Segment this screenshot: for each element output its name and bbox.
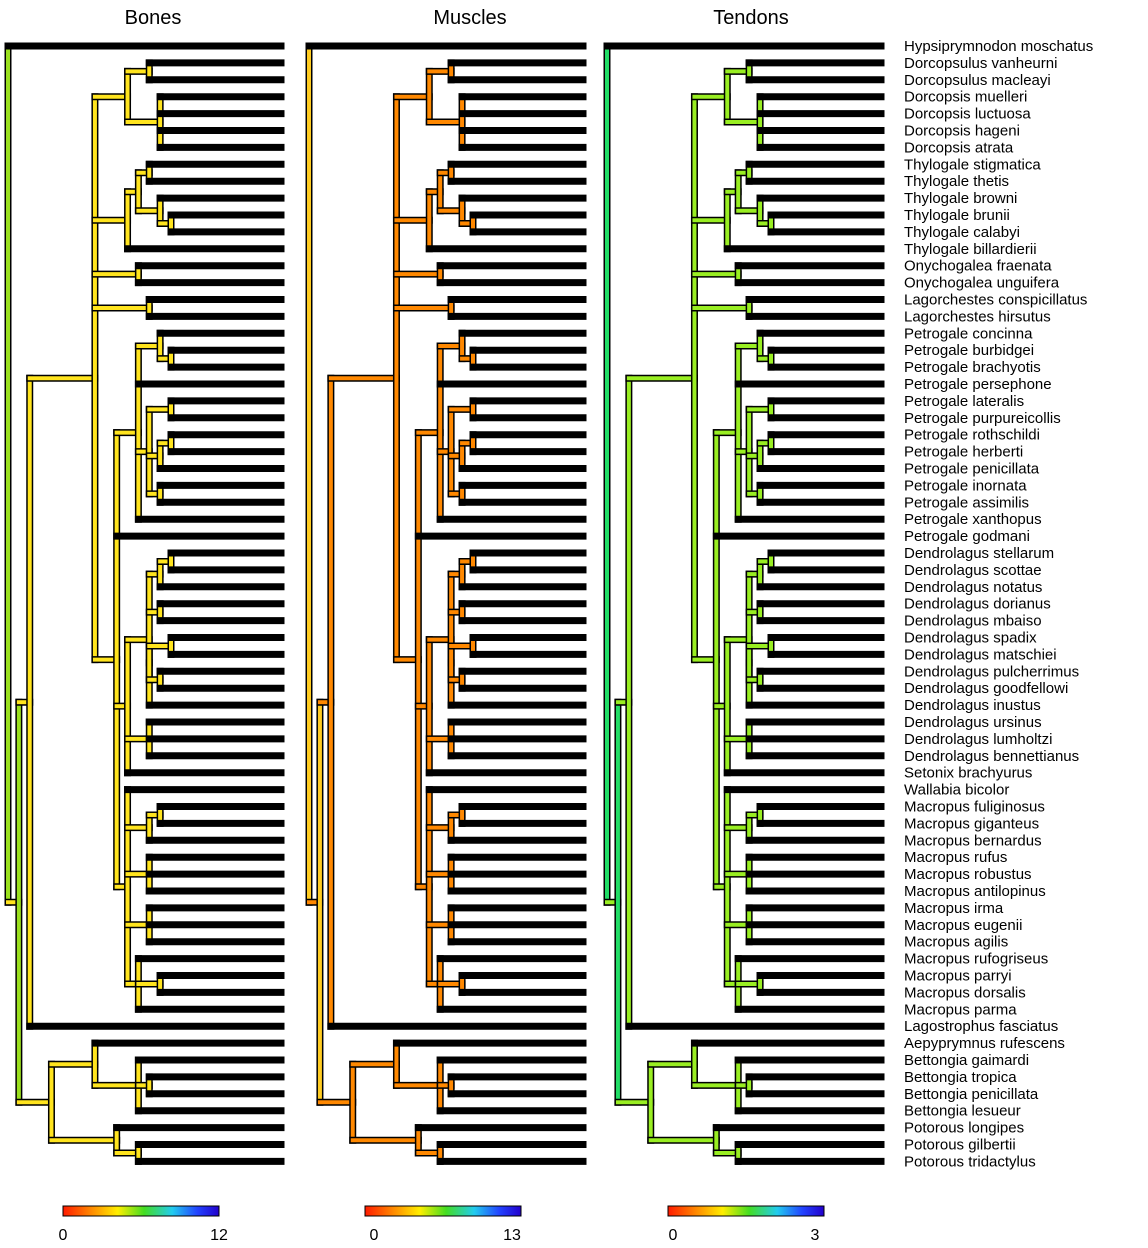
taxon-label: Potorous gilbertii	[904, 1137, 1016, 1154]
tree-panel-bones	[4, 42, 285, 1165]
scale-max-label: 13	[503, 1227, 521, 1244]
taxon-label: Thylogale billardierii	[904, 241, 1037, 258]
taxon-label: Dendrolagus matschiei	[904, 646, 1057, 663]
taxon-label: Petrogale penicillata	[904, 461, 1040, 478]
taxon-label: Bettongia penicillata	[904, 1086, 1039, 1103]
color-scale-bones: 0 12	[59, 1205, 228, 1244]
taxon-label: Potorous longipes	[904, 1120, 1024, 1137]
panel-title-tendons: Tendons	[713, 7, 789, 29]
taxon-label: Macropus fuliginosus	[904, 799, 1045, 816]
taxon-label: Dendrolagus mbaiso	[904, 613, 1042, 630]
taxon-label: Petrogale herberti	[904, 444, 1023, 461]
color-scale-bar	[62, 1205, 220, 1217]
taxon-label: Lagorchestes hirsutus	[904, 308, 1051, 325]
taxon-label: Bettongia gaimardi	[904, 1052, 1029, 1069]
scale-min-label: 0	[59, 1227, 68, 1244]
taxon-label: Setonix brachyurus	[904, 765, 1032, 782]
taxon-label: Macropus irma	[904, 900, 1004, 917]
taxon-label: Dendrolagus pulcherrimus	[904, 663, 1079, 680]
taxon-label: Petrogale godmani	[904, 528, 1030, 545]
taxon-label: Petrogale rothschildi	[904, 427, 1040, 444]
panel-title-bones: Bones	[125, 7, 182, 29]
panel-title-muscles: Muscles	[433, 7, 506, 29]
taxon-label: Petrogale xanthopus	[904, 511, 1042, 528]
taxon-label: Thylogale stigmatica	[904, 156, 1041, 173]
taxon-label: Thylogale thetis	[904, 173, 1009, 190]
taxon-label: Dendrolagus spadix	[904, 630, 1037, 647]
taxon-label: Macropus parryi	[904, 968, 1012, 985]
taxon-label: Petrogale lateralis	[904, 393, 1024, 410]
taxon-label: Dorcopsis muelleri	[904, 89, 1027, 106]
taxon-label: Macropus agilis	[904, 934, 1008, 951]
taxon-label: Dendrolagus dorianus	[904, 596, 1051, 613]
taxon-label: Wallabia bicolor	[904, 782, 1009, 799]
color-scale-muscles: 0 13	[364, 1205, 522, 1244]
taxon-label: Petrogale assimilis	[904, 494, 1029, 511]
taxon-label: Dendrolagus stellarum	[904, 545, 1054, 562]
taxon-label: Thylogale brunii	[904, 207, 1010, 224]
color-scale-tendons: 0 3	[667, 1205, 825, 1244]
taxon-label: Bettongia lesueur	[904, 1103, 1021, 1120]
scale-min-label: 0	[370, 1227, 379, 1244]
scale-max-label: 3	[811, 1227, 820, 1244]
taxon-label: Aepyprymnus rufescens	[904, 1035, 1065, 1052]
taxon-label: Dorcopsis luctuosa	[904, 106, 1031, 123]
taxon-label: Petrogale purpureicollis	[904, 410, 1061, 427]
taxon-label: Potorous tridactylus	[904, 1153, 1036, 1170]
taxon-label: Dendrolagus notatus	[904, 579, 1042, 596]
scale-max-label: 12	[210, 1227, 228, 1244]
taxon-label: Macropus rufus	[904, 849, 1007, 866]
scale-min-label: 0	[669, 1227, 678, 1244]
taxon-label: Dorcopsis atrata	[904, 139, 1014, 156]
taxon-label: Petrogale burbidgei	[904, 342, 1034, 359]
taxon-label: Macropus rufogriseus	[904, 951, 1048, 968]
taxon-label: Dendrolagus goodfellowi	[904, 680, 1068, 697]
taxon-label: Petrogale concinna	[904, 325, 1033, 342]
taxon-label: Onychogalea fraenata	[904, 258, 1052, 275]
taxon-label: Hypsiprymnodon moschatus	[904, 38, 1093, 55]
taxon-label: Thylogale calabyi	[904, 224, 1020, 241]
taxon-label: Dorcopsis hageni	[904, 123, 1020, 140]
taxon-label: Macropus antilopinus	[904, 883, 1046, 900]
taxon-label: Macropus robustus	[904, 866, 1032, 883]
taxon-label: Macropus giganteus	[904, 815, 1039, 832]
taxon-label: Dorcopsulus vanheurni	[904, 55, 1057, 72]
color-scale-bar	[667, 1205, 825, 1217]
taxon-label: Petrogale brachyotis	[904, 359, 1041, 376]
taxon-label: Macropus dorsalis	[904, 984, 1026, 1001]
taxon-label: Lagorchestes conspicillatus	[904, 292, 1087, 309]
taxon-label: Petrogale persephone	[904, 376, 1052, 393]
taxon-label: Macropus bernardus	[904, 832, 1042, 849]
color-scale-bar	[364, 1205, 522, 1217]
taxon-label: Macropus eugenii	[904, 917, 1022, 934]
taxon-label: Dendrolagus ursinus	[904, 714, 1042, 731]
taxon-label: Macropus parma	[904, 1001, 1017, 1018]
taxon-label: Dendrolagus inustus	[904, 697, 1041, 714]
taxon-label: Petrogale inornata	[904, 477, 1027, 494]
taxon-label: Thylogale browni	[904, 190, 1017, 207]
taxon-label: Bettongia tropica	[904, 1069, 1017, 1086]
taxon-label: Dendrolagus scottae	[904, 562, 1042, 579]
taxon-label: Dendrolagus lumholtzi	[904, 731, 1052, 748]
taxon-label: Lagostrophus fasciatus	[904, 1018, 1058, 1035]
taxon-label: Dorcopsulus macleayi	[904, 72, 1051, 89]
tree-panel-muscles	[305, 42, 587, 1165]
taxon-label: Dendrolagus bennettianus	[904, 748, 1079, 765]
tree-panel-tendons	[603, 42, 885, 1165]
taxon-label: Onychogalea unguifera	[904, 275, 1060, 292]
